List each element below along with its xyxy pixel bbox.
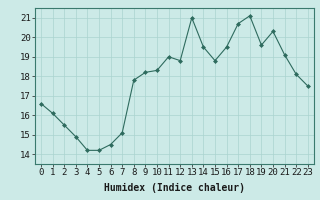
X-axis label: Humidex (Indice chaleur): Humidex (Indice chaleur) xyxy=(104,183,245,193)
